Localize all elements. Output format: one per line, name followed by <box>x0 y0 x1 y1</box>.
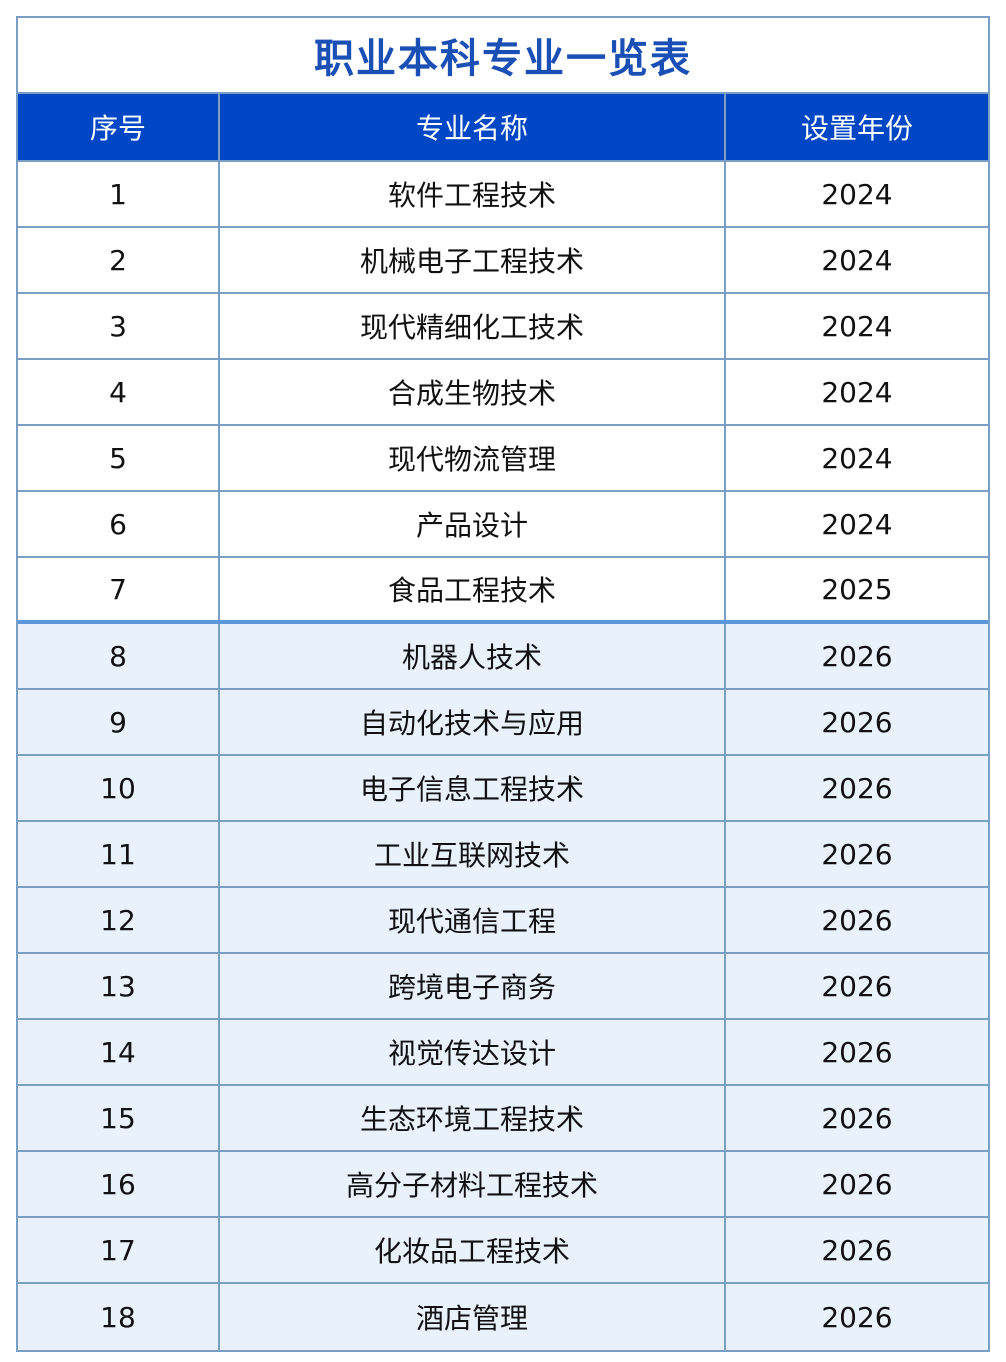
major-name-cell: 视觉传达设计 <box>220 1020 726 1084</box>
table-row: 6 产品设计 2024 <box>18 492 988 558</box>
index-cell: 17 <box>18 1218 220 1282</box>
index-cell: 2 <box>18 228 220 292</box>
year-cell: 2025 <box>821 572 893 606</box>
index-cell: 10 <box>18 756 220 820</box>
year-cell: 2026 <box>821 1167 893 1201</box>
year-cell: 2026 <box>821 1101 893 1135</box>
table-row: 17 化妆品工程技术 2026 <box>18 1218 988 1284</box>
table-row: 18 酒店管理 2026 <box>18 1284 988 1350</box>
year-cell: 2026 <box>821 1035 893 1069</box>
year-cell: 2026 <box>821 1233 893 1267</box>
majors-table: 职业本科专业一览表 序号 专业名称 设置年份 1 软件工程技术 2024 2 机械电子工… <box>16 16 990 1352</box>
index-cell: 9 <box>18 690 220 754</box>
table-row: 8 机器人技术 2026 <box>18 624 988 690</box>
major-name-cell: 生态环境工程技术 <box>220 1086 726 1150</box>
major-name-cell: 机器人技术 <box>220 624 726 688</box>
major-name-cell: 机械电子工程技术 <box>220 228 726 292</box>
major-name-cell: 酒店管理 <box>220 1284 726 1350</box>
header-year: 设置年份 <box>800 112 913 145</box>
index-cell: 6 <box>18 492 220 556</box>
major-name-cell: 软件工程技术 <box>220 162 726 226</box>
year-cell: 2024 <box>821 309 893 343</box>
major-name-cell: 现代通信工程 <box>220 888 726 952</box>
year-cell: 2026 <box>821 771 893 805</box>
table-row: 2 机械电子工程技术 2024 <box>18 228 988 294</box>
table-row: 5 现代物流管理 2024 <box>18 426 988 492</box>
table-row: 13 跨境电子商务 2026 <box>18 954 988 1020</box>
year-cell: 2024 <box>821 177 893 211</box>
year-cell: 2024 <box>821 507 893 541</box>
index-cell: 13 <box>18 954 220 1018</box>
major-name-cell: 自动化技术与应用 <box>220 690 726 754</box>
major-name-cell: 现代物流管理 <box>220 426 726 490</box>
year-cell: 2026 <box>821 903 893 937</box>
major-name-cell: 现代精细化工技术 <box>220 294 726 358</box>
header-major-name: 专业名称 <box>220 94 726 160</box>
major-name-cell: 高分子材料工程技术 <box>220 1152 726 1216</box>
index-cell: 8 <box>18 624 220 688</box>
table-row: 16 高分子材料工程技术 2026 <box>18 1152 988 1218</box>
index-cell: 4 <box>18 360 220 424</box>
table-row: 14 视觉传达设计 2026 <box>18 1020 988 1086</box>
major-name-cell: 化妆品工程技术 <box>220 1218 726 1282</box>
table-row: 11 工业互联网技术 2026 <box>18 822 988 888</box>
index-cell: 18 <box>18 1284 220 1350</box>
year-cell: 2026 <box>821 639 893 673</box>
year-cell: 2024 <box>821 375 893 409</box>
major-name-cell: 食品工程技术 <box>220 558 726 620</box>
index-cell: 3 <box>18 294 220 358</box>
table-row: 9 自动化技术与应用 2026 <box>18 690 988 756</box>
index-cell: 11 <box>18 822 220 886</box>
year-cell: 2026 <box>821 837 893 871</box>
index-cell: 12 <box>18 888 220 952</box>
index-cell: 5 <box>18 426 220 490</box>
year-cell: 2026 <box>821 705 893 739</box>
header-index: 序号 <box>18 94 220 160</box>
index-cell: 16 <box>18 1152 220 1216</box>
table-row: 10 电子信息工程技术 2026 <box>18 756 988 822</box>
major-name-cell: 合成生物技术 <box>220 360 726 424</box>
table-row: 3 现代精细化工技术 2024 <box>18 294 988 360</box>
year-cell: 2026 <box>821 1300 893 1334</box>
table-row: 1 软件工程技术 2024 <box>18 162 988 228</box>
major-name-cell: 电子信息工程技术 <box>220 756 726 820</box>
index-cell: 7 <box>18 558 220 620</box>
table-row: 4 合成生物技术 2024 <box>18 360 988 426</box>
index-cell: 15 <box>18 1086 220 1150</box>
table-title: 职业本科专业一览表 <box>18 18 988 94</box>
year-cell: 2026 <box>821 969 893 1003</box>
index-cell: 1 <box>18 162 220 226</box>
year-cell: 2024 <box>821 243 893 277</box>
table-row: 12 现代通信工程 2026 <box>18 888 988 954</box>
major-name-cell: 工业互联网技术 <box>220 822 726 886</box>
table-row: 15 生态环境工程技术 2026 <box>18 1086 988 1152</box>
major-name-cell: 产品设计 <box>220 492 726 556</box>
table-row: 7 食品工程技术 2025 <box>18 558 988 624</box>
year-cell: 2024 <box>821 441 893 475</box>
table-header-row: 序号 专业名称 设置年份 <box>18 94 988 162</box>
major-name-cell: 跨境电子商务 <box>220 954 726 1018</box>
index-cell: 14 <box>18 1020 220 1084</box>
